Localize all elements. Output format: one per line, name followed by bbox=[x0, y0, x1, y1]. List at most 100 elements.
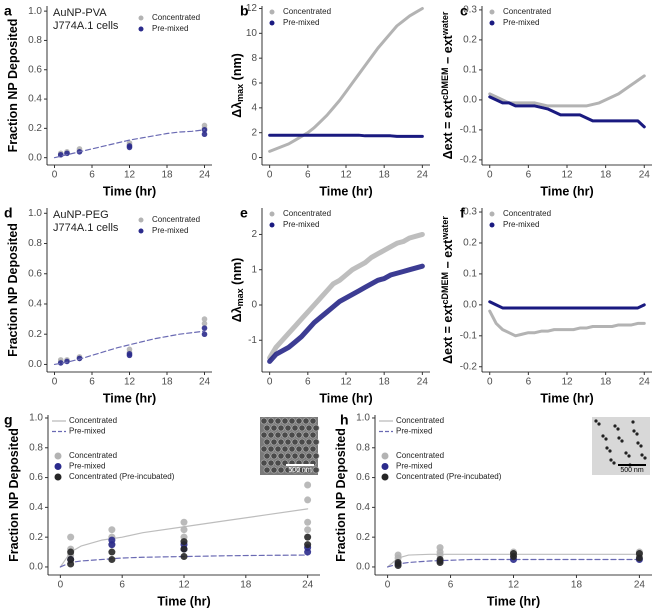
data-point bbox=[67, 548, 75, 556]
x-axis-title: Time (hr) bbox=[487, 594, 540, 608]
legend-label: Pre-mixed bbox=[69, 462, 105, 471]
x-tick-label: 24 bbox=[199, 170, 211, 181]
y-tick-label: 0.0 bbox=[463, 299, 477, 310]
particle bbox=[284, 452, 292, 460]
x-tick-label: 6 bbox=[448, 580, 454, 591]
fit-curve bbox=[59, 554, 309, 568]
legend-label: Concentrated bbox=[396, 416, 444, 425]
particle bbox=[260, 417, 268, 425]
data-point bbox=[510, 550, 517, 558]
y-tick-label: 0.2 bbox=[29, 532, 43, 543]
x-axis-title: Time (hr) bbox=[319, 184, 372, 198]
x-tick-label: 24 bbox=[417, 377, 429, 388]
data-point bbox=[108, 526, 116, 534]
y-tick-label: 0 bbox=[251, 300, 257, 311]
y-axis-title-part: Δext = ext bbox=[441, 99, 455, 159]
particle bbox=[302, 445, 310, 453]
legend-swatch bbox=[269, 211, 275, 217]
data-point bbox=[304, 518, 312, 526]
particle bbox=[263, 424, 271, 432]
x-tick-label: 0 bbox=[385, 580, 391, 591]
legend-label: Pre-mixed bbox=[503, 220, 539, 229]
y-axis-title-part: max bbox=[235, 84, 245, 102]
data-point bbox=[57, 360, 64, 366]
y-axis-title-part: − ext bbox=[441, 34, 455, 67]
y-axis-title-part: (nm) bbox=[230, 258, 244, 289]
particle bbox=[281, 431, 289, 439]
fit-curve bbox=[59, 508, 309, 568]
data-point bbox=[67, 556, 75, 564]
y-tick-label: 0 bbox=[251, 152, 257, 163]
data-point bbox=[126, 351, 133, 357]
y-axis-title: Fraction NP Deposited bbox=[6, 223, 20, 357]
legend-label: Concentrated bbox=[69, 416, 117, 425]
x-tick-label: 0 bbox=[52, 377, 58, 388]
particle bbox=[284, 424, 292, 432]
y-tick-label: 1.0 bbox=[28, 208, 42, 219]
y-tick-label: 2 bbox=[251, 229, 257, 240]
particle bbox=[270, 466, 278, 474]
particle bbox=[263, 466, 271, 474]
particle bbox=[295, 417, 303, 425]
y-axis-title-part: Δλ bbox=[230, 102, 244, 118]
data-point bbox=[180, 518, 188, 526]
particle bbox=[298, 466, 306, 474]
data-point bbox=[304, 496, 312, 504]
annotation: J774A.1 cells bbox=[53, 222, 119, 234]
particle bbox=[284, 438, 292, 446]
data-point bbox=[394, 551, 402, 559]
particle bbox=[639, 444, 643, 448]
particle bbox=[620, 439, 624, 443]
particle bbox=[270, 424, 278, 432]
particle bbox=[295, 445, 303, 453]
scale-bar-label: 500 nm bbox=[620, 467, 644, 474]
particle bbox=[594, 419, 598, 423]
particle bbox=[291, 466, 299, 474]
y-tick-label: 0.4 bbox=[29, 502, 43, 513]
legend-swatch bbox=[489, 211, 495, 217]
x-tick-label: 18 bbox=[161, 170, 173, 181]
x-axis-title: Time (hr) bbox=[103, 391, 156, 405]
particle bbox=[309, 431, 317, 439]
particle bbox=[305, 438, 313, 446]
legend-label: Concentrated bbox=[152, 215, 200, 224]
particle bbox=[612, 461, 616, 465]
legend-swatch bbox=[489, 9, 495, 15]
y-tick-label: -1 bbox=[248, 335, 257, 346]
legend-label: Concentrated (Pre-incubated) bbox=[396, 472, 502, 481]
particle bbox=[627, 454, 631, 458]
particle bbox=[635, 432, 639, 436]
particle bbox=[288, 431, 296, 439]
y-axis-title-part: Δλ bbox=[230, 306, 244, 322]
y-tick-label: -0.2 bbox=[460, 361, 478, 372]
y-axis-title-part: max bbox=[235, 288, 245, 306]
legend-label: Pre-mixed bbox=[503, 18, 539, 27]
panel-label: b bbox=[240, 3, 249, 19]
particle bbox=[309, 417, 317, 425]
y-axis-title-part: Fraction NP Deposited bbox=[6, 19, 20, 153]
data-point bbox=[108, 556, 116, 564]
data-point bbox=[201, 325, 208, 331]
particle bbox=[613, 424, 617, 428]
annotation: AuNP-PEG bbox=[53, 209, 109, 221]
legend-label: Concentrated (Pre-incubated) bbox=[69, 472, 175, 481]
data-point bbox=[180, 553, 188, 561]
particle bbox=[274, 445, 282, 453]
particle bbox=[643, 456, 647, 460]
y-tick-label: 0.1 bbox=[463, 65, 477, 76]
y-tick-label: 0.2 bbox=[28, 123, 42, 134]
legend-label: Pre-mixed bbox=[69, 427, 105, 436]
particle bbox=[288, 417, 296, 425]
particle bbox=[298, 438, 306, 446]
x-tick-label: 24 bbox=[417, 170, 429, 181]
legend-swatch bbox=[269, 222, 275, 228]
data-line bbox=[267, 263, 425, 364]
legend-swatch bbox=[54, 463, 62, 470]
y-tick-label: 0.2 bbox=[356, 532, 370, 543]
panel-label: g bbox=[4, 412, 13, 428]
y-tick-label: 0.6 bbox=[28, 268, 42, 279]
y-tick-label: 0.8 bbox=[28, 35, 42, 46]
particle bbox=[274, 459, 282, 467]
x-tick-label: 0 bbox=[52, 170, 58, 181]
legend-label: Concentrated bbox=[503, 7, 551, 16]
